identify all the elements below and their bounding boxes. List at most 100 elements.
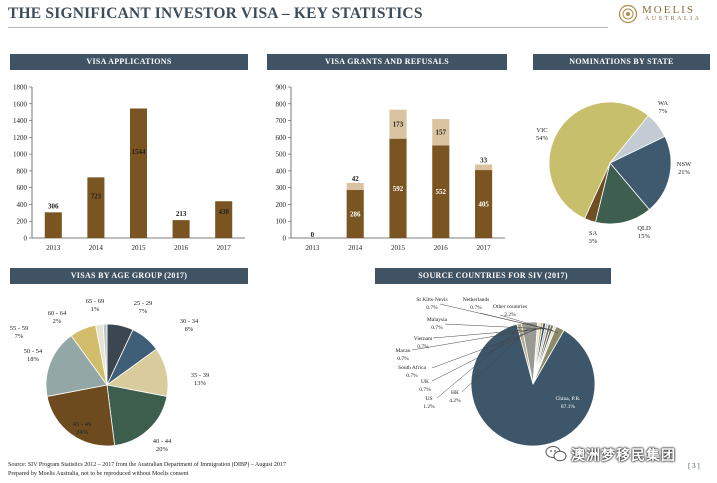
pie-percent-label: 3%	[589, 238, 598, 245]
pie-percent-label: 4.2%	[449, 398, 461, 404]
bar-value-label: 157	[436, 129, 447, 137]
pie-slice-label: 35 - 39	[191, 372, 209, 379]
pie-percent-label: 15%	[638, 233, 651, 240]
y-tick-label: 900	[276, 84, 287, 92]
pie-slice-label: St Kitts-Nevis	[416, 297, 447, 303]
pie-percent-label: 0.7%	[406, 373, 418, 379]
pie-slice-label: South Africa	[398, 364, 427, 371]
pie-slice	[102, 323, 108, 386]
pie-slice-label: 40 - 44	[153, 438, 172, 445]
bar	[129, 108, 148, 238]
pie-slice-label: 65 - 69	[86, 298, 104, 305]
pie-slice	[45, 335, 108, 397]
source-footnote: Source: SIV Program Statistics 2012 – 20…	[8, 462, 286, 468]
leader-line	[444, 323, 549, 330]
pie-slice-label: Malaysia	[427, 317, 448, 323]
leader-line	[431, 327, 542, 369]
bar-value-label: 405	[478, 201, 489, 209]
pie-slice	[532, 326, 565, 385]
x-tick-label: 2016	[434, 244, 449, 252]
leader-line	[411, 327, 544, 351]
y-tick-label: 200	[17, 218, 28, 226]
pie-percent-label: 7%	[659, 108, 668, 115]
bar-value-label: 552	[436, 188, 447, 196]
y-tick-label: 1800	[13, 84, 28, 92]
pie-percent-label: 1.2%	[423, 404, 435, 410]
bar-value-label: 0	[311, 231, 315, 239]
bar-value-label: 592	[393, 185, 404, 193]
pie-percent-label: 0.7%	[419, 387, 431, 393]
leader-line	[432, 328, 547, 339]
bar-value-label: 286	[350, 211, 361, 219]
pie-slice	[46, 384, 116, 447]
leader-line	[431, 327, 539, 382]
stacked-bar-segment	[346, 190, 364, 238]
bar-value-label: 42	[352, 175, 360, 183]
pie-percent-label: 0.7%	[426, 305, 438, 311]
bar	[172, 220, 190, 238]
chat-bubble-icon	[545, 446, 567, 462]
pie-slice-label: China, P.R.	[556, 396, 581, 402]
x-tick-label: 2016	[174, 244, 189, 252]
bar-value-label: 1544	[132, 148, 147, 156]
y-tick-label: 1600	[13, 100, 28, 108]
pie-percent-label: 0.7%	[397, 356, 409, 362]
x-tick-label: 2013	[46, 244, 61, 252]
bar-value-label: 33	[480, 157, 488, 165]
pie-slice-label: QLD	[637, 225, 651, 232]
y-tick-label: 800	[276, 100, 287, 108]
bar-value-label: 438	[218, 208, 229, 216]
pie-slice-label: Vietnam	[414, 336, 433, 342]
pie-slice-label: 25 - 29	[134, 300, 152, 307]
pie-percent-label: 8%	[185, 326, 194, 333]
pie-percent-label: 0.7%	[417, 344, 429, 350]
pie-slice-label: 30 - 34	[180, 318, 199, 325]
pie-slice-label: WA	[658, 100, 668, 107]
y-tick-label: 300	[276, 184, 287, 192]
leader-line	[461, 326, 530, 393]
y-tick-label: 600	[276, 134, 287, 142]
logo-emblem-icon	[618, 4, 638, 24]
bar-value-label: 306	[48, 202, 59, 210]
pie-percent-label: 20%	[156, 446, 169, 453]
bar-value-label: 213	[176, 210, 187, 218]
watermark-text: 澳洲梦移民集团	[571, 448, 676, 464]
x-tick-label: 2015	[391, 244, 406, 252]
x-tick-label: 2013	[305, 244, 320, 252]
pie-slice	[548, 101, 649, 219]
pie-slice-label: Other countries	[493, 304, 527, 310]
nominations-header: NOMINATIONS BY STATE	[533, 54, 710, 70]
bar	[44, 212, 62, 238]
pie-slice-label: Macau	[396, 348, 411, 354]
y-tick-label: 1400	[13, 117, 28, 125]
stacked-bar-segment	[389, 109, 407, 139]
pie-slice	[594, 162, 650, 225]
y-tick-label: 0	[24, 235, 28, 243]
y-tick-label: 400	[276, 167, 287, 175]
pie-percent-label: 2%	[53, 318, 62, 325]
stacked-bar-segment	[475, 164, 493, 171]
page-number: [ 3 ]	[688, 462, 700, 470]
leader-line	[499, 314, 559, 333]
y-tick-label: 1200	[13, 134, 28, 142]
pie-percent-label: 7%	[15, 333, 24, 340]
bar-value-label: 723	[91, 193, 102, 201]
x-tick-label: 2017	[477, 244, 492, 252]
source-countries-header: SOURCE COUNTRIES FOR SIV (2017)	[375, 268, 611, 284]
y-tick-label: 100	[276, 218, 287, 226]
pie-percent-label: 87.1%	[561, 404, 576, 410]
stacked-bar-segment	[432, 119, 450, 146]
x-tick-label: 2014	[348, 244, 363, 252]
pie-percent-label: 2.2%	[504, 312, 516, 318]
y-tick-label: 200	[276, 201, 287, 209]
y-tick-label: 1000	[13, 151, 28, 159]
x-tick-label: 2014	[89, 244, 104, 252]
pie-percent-label: 18%	[27, 356, 40, 363]
y-tick-label: 0	[283, 235, 287, 243]
pie-slice-label: 55 - 59	[10, 325, 28, 332]
pie-slice	[609, 135, 672, 211]
title-divider	[8, 27, 608, 28]
stacked-bar-segment	[432, 145, 450, 238]
visa-applications-header: VISA APPLICATIONS	[10, 54, 248, 70]
